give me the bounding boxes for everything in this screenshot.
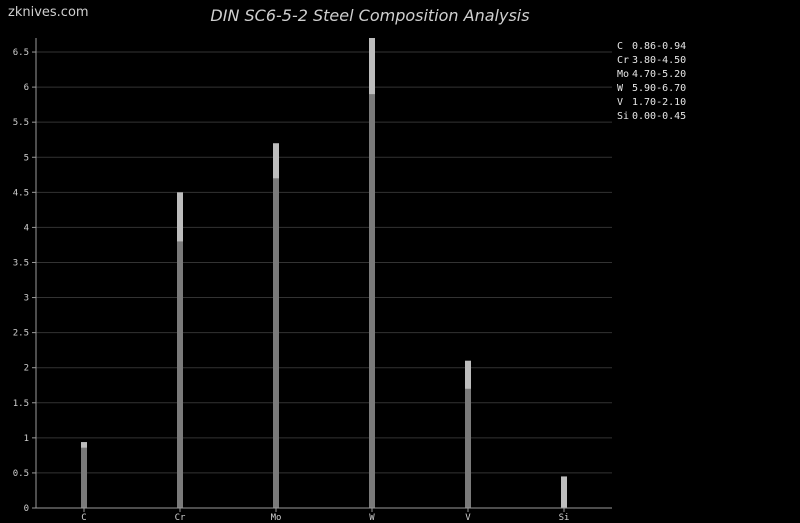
legend-range: 3.80-4.50 [632, 55, 687, 66]
legend-item-c: C 0.86-0.94 [617, 40, 686, 54]
bar-min-cr [177, 241, 183, 508]
bar-min-w [369, 94, 375, 509]
y-tick-label: 5.5 [13, 118, 29, 128]
y-tick-label: 2.5 [13, 329, 29, 339]
bar-min-mo [273, 178, 279, 508]
y-tick-label: 1.5 [13, 399, 29, 409]
x-tick-labels: C Cr Mo W V Si [81, 513, 569, 523]
legend: C 0.86-0.94 Cr 3.80-4.50 Mo 4.70-5.20 W 5.90-6.… [617, 40, 686, 124]
bar-max-si [561, 476, 567, 508]
legend-element: Cr [617, 55, 630, 66]
legend-range: 0.00-0.45 [632, 111, 687, 122]
grid-lines [36, 51, 612, 474]
legend-item-w: W 5.90-6.70 [617, 82, 686, 96]
legend-element: W [617, 83, 624, 94]
y-tick-labels: 0 0.5 1 1.5 2 2.5 3 3.5 4 4.5 5 5.5 6 6.5 [13, 48, 29, 514]
x-tick-label-v: V [465, 513, 471, 523]
legend-element: Mo [617, 69, 630, 80]
x-tick-label-w: W [369, 513, 375, 523]
bar-min-v [465, 388, 471, 508]
chart-title: DIN SC6-5-2 Steel Composition Analysis [210, 6, 530, 25]
x-tick-label-mo: Mo [271, 513, 282, 523]
legend-range: 4.70-5.20 [632, 69, 687, 80]
legend-item-cr: Cr 3.80-4.50 [617, 54, 686, 68]
y-tick-label: 0.5 [13, 469, 29, 479]
y-tick-label: 5 [24, 153, 29, 163]
x-tick-label-c: C [81, 513, 86, 523]
axes [32, 38, 612, 512]
y-tick-label: 1 [24, 434, 29, 444]
y-tick-label: 4.5 [13, 188, 29, 198]
bars [81, 38, 567, 509]
legend-range: 0.86-0.94 [632, 41, 687, 52]
legend-item-si: Si 0.00-0.45 [617, 110, 686, 124]
legend-item-v: V 1.70-2.10 [617, 96, 686, 110]
legend-element: V [617, 97, 624, 108]
legend-element: Si [617, 111, 630, 122]
legend-element: C [617, 41, 624, 52]
y-tick-label: 6 [24, 83, 29, 93]
y-tick-label: 3.5 [13, 258, 29, 268]
x-tick-label-si: Si [559, 513, 570, 523]
bar-min-c [81, 447, 87, 508]
y-tick-label: 2 [24, 364, 29, 374]
y-tick-label: 0 [24, 504, 29, 514]
legend-range: 1.70-2.10 [632, 97, 687, 108]
site-watermark: zknives.com [8, 5, 89, 20]
y-tick-label: 3 [24, 294, 29, 304]
legend-item-mo: Mo 4.70-5.20 [617, 68, 686, 82]
y-tick-label: 4 [24, 223, 29, 233]
x-tick-label-cr: Cr [175, 513, 186, 523]
y-tick-label: 6.5 [13, 48, 29, 58]
legend-range: 5.90-6.70 [632, 83, 687, 94]
